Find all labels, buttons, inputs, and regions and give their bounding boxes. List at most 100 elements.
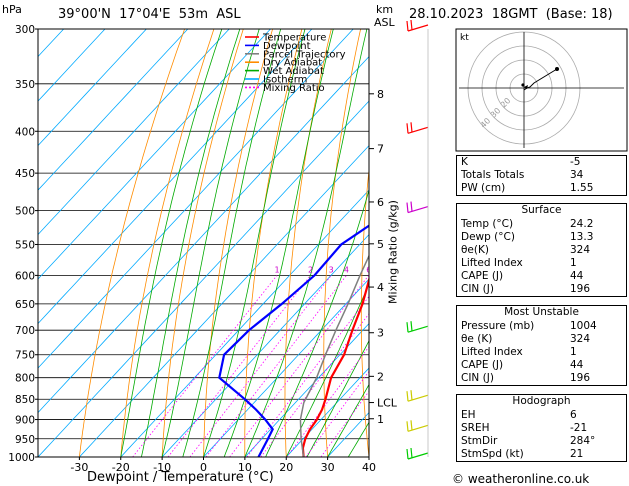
wind-barb-feather [406,391,409,402]
km-tick-label: 4 [377,281,384,294]
wet-adiabat-line [223,29,334,457]
pressure-tick-label: 400 [15,126,35,138]
mixing-ratio-line [260,313,369,457]
dry-adiabat-line [398,29,420,457]
isotherm-line [38,29,230,236]
temperature-line [301,275,369,457]
wind-barb [407,452,429,460]
storm-motion-marker [524,85,528,89]
asl-label: ASL [374,16,395,29]
mixing-ratio-label: 6 [366,265,371,274]
wind-barb-feather [410,19,413,31]
row-value: -5 [570,156,581,168]
table-row: K -5 [457,156,626,169]
row-label: StmSpd (kt) [461,448,524,460]
pressure-tick-label: 300 [15,24,35,36]
hodograph-unit-label: kt [460,33,469,43]
dry-adiabat-line [79,29,185,457]
legend-label: Temperature [262,33,326,44]
row-label: Temp (°C) [461,218,514,230]
dry-adiabat-line [244,29,303,457]
row-value: 324 [570,333,591,345]
row-label: StmDir [461,435,498,447]
row-value: 21 [570,448,584,460]
wet-adiabat-line [327,383,369,457]
date-title: 28.10.2023 18GMT (Base: 18) [409,7,613,22]
km-tick-label: 5 [377,238,384,251]
pressure-tick-label: 650 [15,299,35,311]
table-row: θe(K) 324 [457,244,626,257]
wind-barb-feather [410,122,413,133]
row-value: 13.3 [570,231,594,243]
chart-series [218,224,369,457]
table-row: Lifted Index 1 [457,257,626,270]
wind-barb [407,394,429,402]
table-row: Pressure (mb) 1004 [457,320,626,333]
isotherm-line [286,367,369,457]
km-tick-label: 7 [377,143,384,156]
chart-axes: 3003504004505005506006507007508008509009… [8,24,398,474]
table-row: StmSpd (kt) 21 [457,448,626,461]
hodograph-trace [523,68,558,91]
x-tick-label: -20 [112,461,130,474]
wind-barb [407,325,429,333]
location-title: 39°00'N 17°04'E 53m ASL [58,7,241,22]
mixing-ratio-label: 4 [344,265,349,274]
wind-barb-feather [410,420,413,431]
isotherm-line [120,189,369,457]
row-label: θe(K) [461,244,489,256]
isotherm-line [38,55,369,414]
chart-grid: 12346810152025 [38,29,427,457]
wind-barb [407,126,429,134]
row-label: Dewp (°C) [461,231,515,243]
legend-label: Wet Adiabat [263,66,324,77]
wet-adiabat-line [285,283,369,457]
mixing-ratio-line [189,275,332,457]
row-label: θe (K) [461,333,493,345]
wet-adiabat-line [161,29,260,457]
dewpoint-line [218,224,369,457]
row-label: Pressure (mb) [461,320,535,332]
mixing-ratio-label: 15 [417,265,427,274]
wind-barb-feather [406,123,409,134]
mixing-ratio-line [205,275,347,457]
pressure-tick-label: 500 [15,206,35,218]
pressure-tick-label: 950 [15,434,35,446]
wind-barb [407,24,429,32]
wind-barb [407,206,429,214]
pressure-tick-label: 800 [15,373,35,385]
pressure-tick-label: 750 [15,350,35,362]
row-value: 44 [570,270,584,282]
pressure-unit-label: hPa [2,3,22,16]
table-row: Temp (°C) 24.2 [457,218,626,231]
x-tick-label: 10 [238,461,252,474]
table-row: SREH -21 [457,422,626,435]
wind-barb-feather [406,448,409,460]
table-row: Totals Totals 34 [457,169,626,182]
wind-barb-feather [406,421,409,432]
mixing-ratio-axis-label: Mixing Ratio (g/kg) [386,200,400,304]
isotherm-line [38,100,369,457]
mixing-ratio-line [167,275,311,457]
row-label: CAPE (J) [461,270,504,282]
mixing-ratio-label: 1 [274,265,279,274]
legend-label: Isotherm [263,75,307,86]
legend-label: Dry Adiabat [263,58,322,69]
x-tick-label: -10 [153,461,171,474]
copyright: © weatheronline.co.uk [452,472,590,486]
row-label: EH [461,409,476,421]
dry-adiabat-line [203,29,273,457]
wet-adiabat-line [244,29,368,457]
x-tick-label: 30 [321,461,335,474]
hodograph-point [521,83,525,87]
table-title: Most Unstable [504,306,579,318]
hodograph-end-point [555,67,559,71]
isotherm-line [161,233,369,457]
row-label: CIN (J) [461,372,494,384]
isotherm-line [38,29,313,325]
table-row: θe (K) 324 [457,333,626,346]
row-label: Lifted Index [461,257,523,269]
dry-adiabat-line [161,29,244,457]
